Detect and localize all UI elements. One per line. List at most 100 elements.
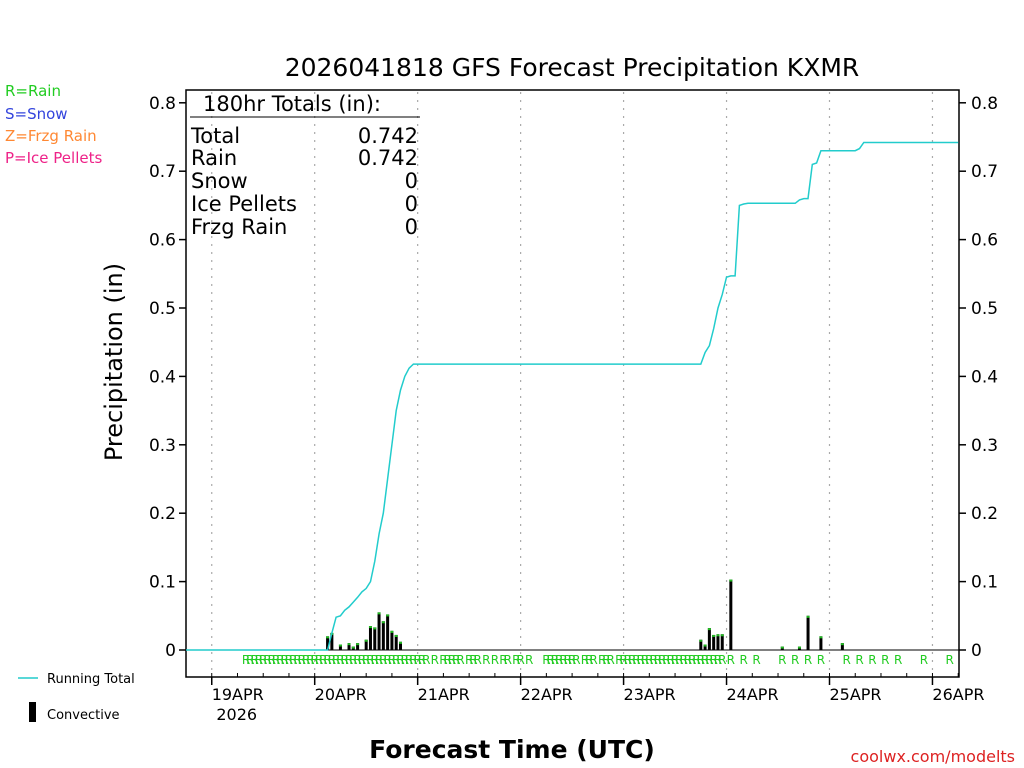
y-tick-label-right-3: 0.3 [971,436,998,456]
rain-marker: R [285,653,293,667]
series-legend: Running Total Convective [18,672,135,723]
precip-bar-cap [840,643,844,646]
y-tick-label-left-6: 0.6 [149,231,176,251]
rain-marker: R [422,653,430,667]
precip-bar [338,644,342,650]
rain-marker: R [444,653,452,667]
precip-bar [373,627,377,650]
rain-marker: R [448,653,456,667]
chart-title: 2026041818 GFS Forecast Precipitation KX… [285,53,860,82]
x-tick-sublabel-0: 2026 [216,705,257,724]
y-axis-right: 0 0.1 0.2 0.3 0.4 0.5 0.6 0.7 0.8 [959,94,998,661]
rain-marker: R [624,653,632,667]
precip-bar [326,636,330,650]
y-tick-label-right-0: 0 [971,641,982,661]
precip-bar-cap [364,639,368,642]
precip-bar [364,639,368,650]
precip-bar [716,634,720,650]
rain-marker: R [667,653,675,667]
rain-marker: R [302,653,310,667]
rain-marker: R [546,653,554,667]
rain-marker: R [727,653,735,667]
precip-bar-cap [373,627,377,630]
rain-marker: R [778,653,786,667]
rain-marker: R [649,653,657,667]
precip-bar [699,639,703,650]
rain-marker: R [619,653,627,667]
totals-value-rain: 0.742 [358,146,418,170]
rain-marker: R [366,653,374,667]
rain-marker: R [452,653,460,667]
rain-marker: R [512,653,520,667]
precip-bar [720,634,724,650]
credit-link[interactable]: coolwx.com/modelts [851,747,1015,766]
rain-marker: R [568,653,576,667]
rain-marker: R [637,653,645,667]
rain-marker: R [709,653,717,667]
totals-value-total: 0.742 [358,124,418,148]
rain-marker: R [628,653,636,667]
precip-bar [368,626,372,650]
rain-marker: R [474,653,482,667]
y-tick-label-right-4: 0.4 [971,367,998,387]
totals-label-ice-pellets: Ice Pellets [191,192,297,216]
rain-marker: R [306,653,314,667]
legend-rain: R=Rain [5,82,61,100]
precip-bar-cap [368,626,372,629]
rain-marker: R [276,653,284,667]
rain-marker: R [336,653,344,667]
rain-marker: R [718,653,726,667]
rain-marker: R [358,653,366,667]
precip-bar-cap [347,643,351,646]
rain-marker: R [632,653,640,667]
rain-marker: R [353,653,361,667]
rain-marker: R [714,653,722,667]
rain-marker: R [581,653,589,667]
rain-marker: R [705,653,713,667]
rain-marker: R [598,653,606,667]
rain-marker: R [688,653,696,667]
rain-marker: R [418,653,426,667]
precip-bar-cap [780,646,784,649]
y-tick-label-right-2: 0.2 [971,504,998,524]
rain-marker: R [654,653,662,667]
rain-marker: R [362,653,370,667]
totals-value-frzg-rain: 0 [405,215,418,239]
rain-marker: R [572,653,580,667]
rain-marker: R [465,653,473,667]
y-tick-label-left-3: 0.3 [149,436,176,456]
rain-marker: R [679,653,687,667]
rain-marker: R [255,653,263,667]
rain-marker: R [413,653,421,667]
rain-marker: R [349,653,357,667]
rain-marker: R [559,653,567,667]
rain-marker: R [697,653,705,667]
precip-bar-cap [377,612,381,615]
precip-bar-cap [797,646,801,649]
rain-marker: R [298,653,306,667]
rain-marker: R [311,653,319,667]
rain-marker: R [585,653,593,667]
rain-marker: R [555,653,563,667]
rain-marker: R [280,653,288,667]
x-tick-label-0: 19APR [212,685,264,704]
precip-bar-cap [338,644,342,647]
y-tick-label-left-4: 0.4 [149,367,176,387]
convective-legend-label: Convective [47,708,120,723]
rain-marker: R [855,653,863,667]
rain-marker: R [439,653,447,667]
totals-title: 180hr Totals (in): [203,92,381,116]
rain-marker: R [740,653,748,667]
y-tick-label-right-1: 0.1 [971,573,998,593]
rain-marker: R [332,653,340,667]
rain-marker: R [692,653,700,667]
precip-bar [840,643,844,650]
precip-bar [712,634,716,650]
y-tick-label-right-5: 0.5 [971,299,998,319]
precip-bar-cap [716,634,720,637]
precip-bar-cap [390,630,394,633]
rain-marker: R [272,653,280,667]
precip-bar [377,612,381,650]
rain-marker: R [602,653,610,667]
